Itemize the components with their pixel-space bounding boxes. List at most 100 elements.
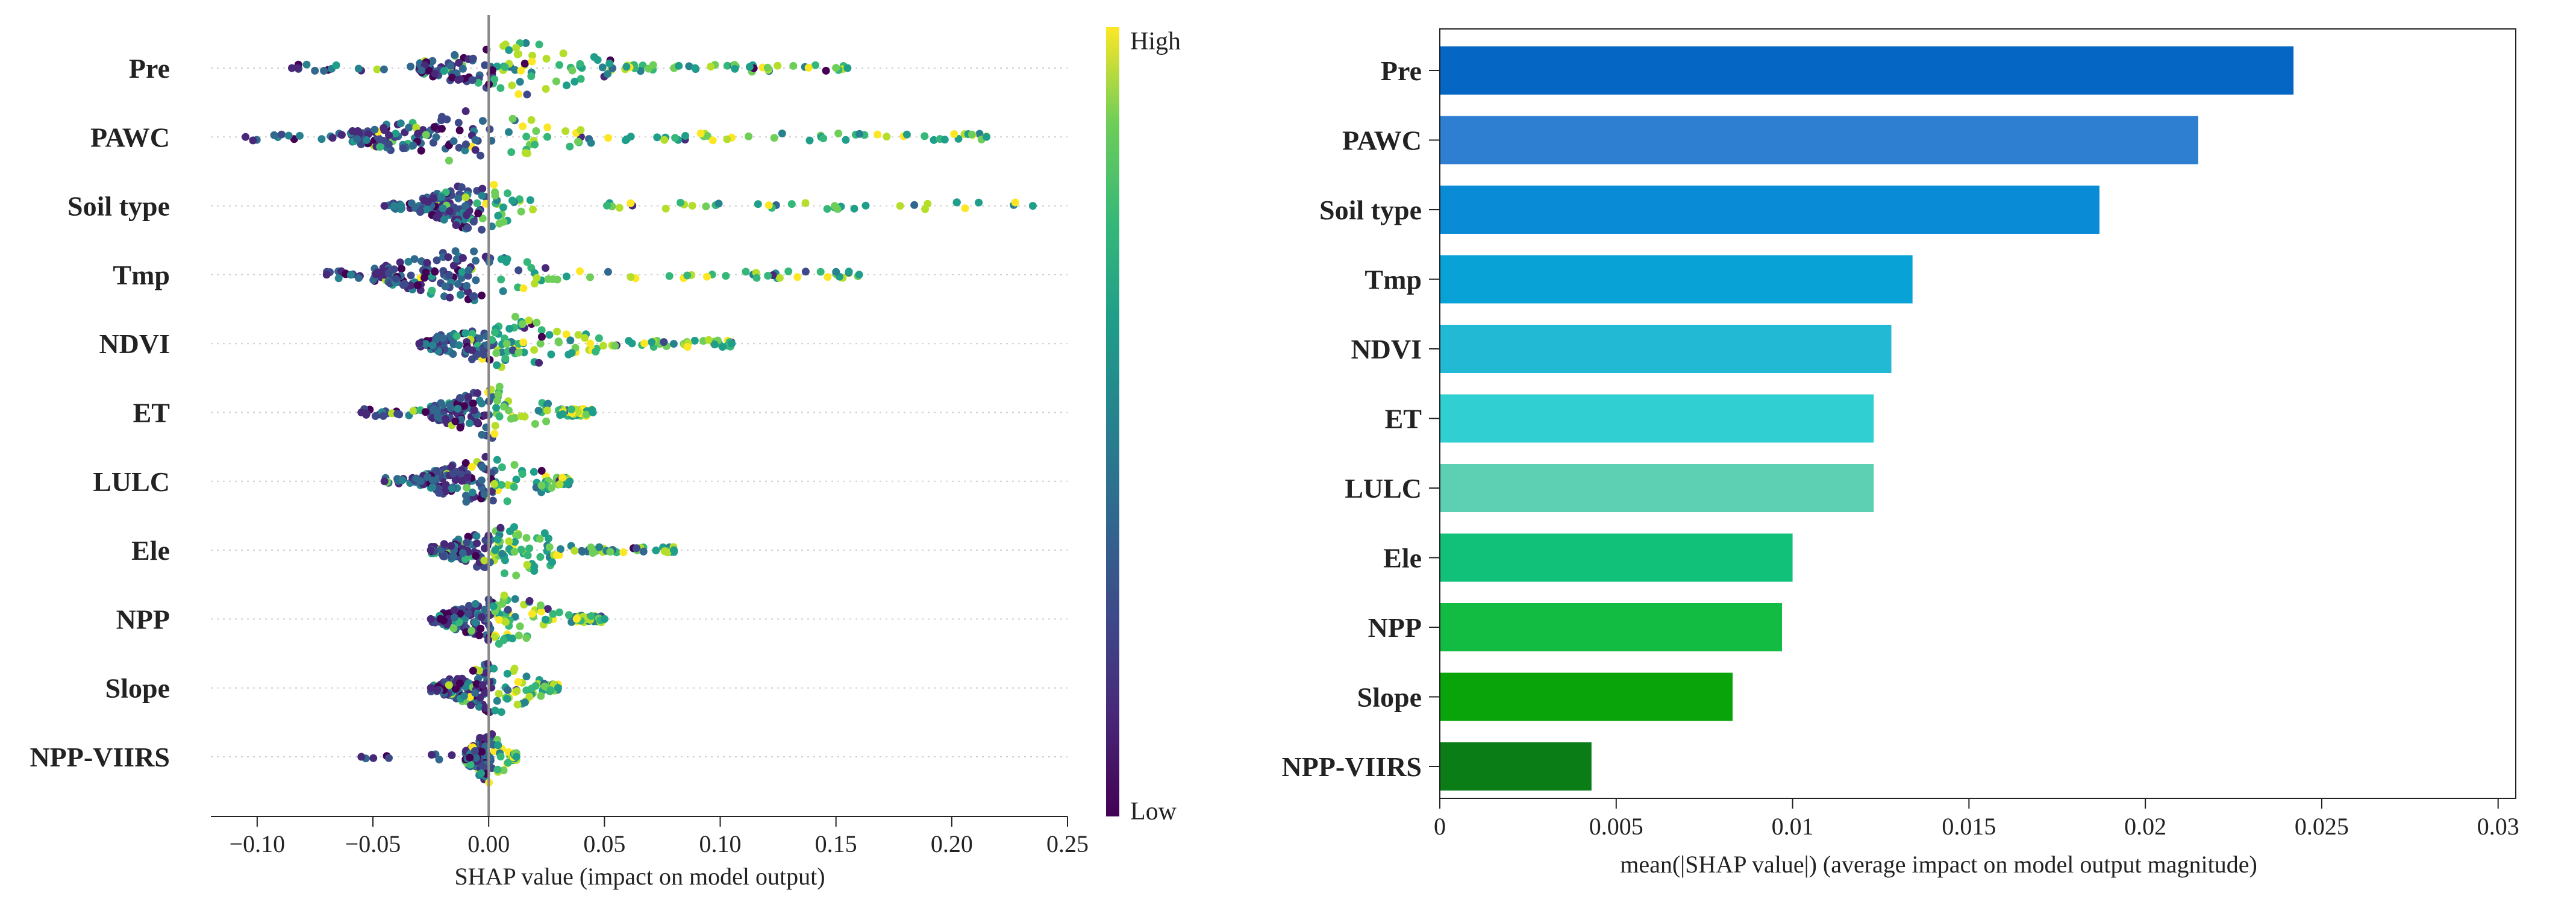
shap-point (504, 686, 512, 694)
shap-point (842, 136, 850, 144)
shap-point (510, 483, 518, 491)
shap-point (500, 569, 508, 577)
shap-point (754, 200, 762, 208)
shap-point (413, 281, 422, 289)
feature-label-pawc: PAWC (90, 122, 170, 152)
bar-ndvi (1440, 325, 1892, 373)
shap-point (703, 132, 711, 140)
shap-point (681, 132, 690, 140)
shap-point (983, 133, 990, 141)
shap-point (431, 268, 439, 276)
shap-point (399, 144, 407, 152)
shap-point (529, 205, 537, 214)
shap-point (975, 198, 983, 207)
shap-point (495, 383, 504, 391)
shap-point (683, 343, 692, 351)
shap-point (742, 268, 750, 276)
shap-point (463, 538, 471, 547)
shap-point (675, 61, 683, 70)
shap-point (465, 419, 474, 427)
shap-point (422, 340, 430, 348)
shap-point (604, 134, 613, 142)
shap-point (481, 606, 489, 614)
shap-point (372, 270, 380, 278)
shap-point (433, 256, 441, 265)
shap-point (473, 539, 481, 548)
shap-point (446, 61, 455, 70)
shap-point (466, 753, 474, 762)
shap-point (553, 327, 561, 336)
shap-point (714, 199, 723, 208)
shap-point (447, 542, 455, 550)
shap-point (450, 606, 458, 615)
shap-point (787, 200, 796, 208)
shap-point (354, 64, 363, 73)
shap-point (452, 255, 461, 263)
shap-point (514, 531, 522, 539)
beeswarm-row-pre (288, 39, 852, 99)
shap-point (552, 77, 560, 86)
shap-point (501, 63, 509, 71)
shap-point (464, 266, 473, 274)
shap-point (463, 281, 471, 290)
beeswarm-gridlines (211, 67, 1068, 757)
shap-point (696, 129, 705, 137)
shap-point (501, 618, 510, 626)
shap-point (728, 339, 736, 348)
shap-point (471, 600, 480, 608)
shap-point (462, 498, 470, 506)
bar-label-ele: Ele (1383, 543, 1422, 574)
shap-point (505, 128, 513, 136)
shap-point (519, 284, 528, 292)
shap-point (457, 274, 466, 283)
shap-point (500, 591, 508, 600)
shap-point (537, 692, 545, 700)
shap-point (491, 706, 499, 715)
shap-point (469, 666, 477, 675)
shap-point (834, 130, 843, 137)
shap-point (385, 131, 393, 139)
shap-point (472, 276, 480, 284)
x-tick-label: 0.00 (467, 830, 510, 857)
shap-point (478, 748, 486, 756)
shap-point (439, 552, 447, 560)
shap-point (640, 339, 649, 348)
shap-point (454, 194, 463, 202)
shap-point (586, 339, 595, 348)
bar-x-axis-title: mean(|SHAP value|) (average impact on mo… (1620, 851, 2257, 878)
shap-point (489, 496, 497, 505)
beeswarm-x-ticks: −0.10 −0.05 0.00 0.05 0.10 0.15 0.20 0.25 (230, 816, 1089, 857)
shap-point (474, 209, 483, 218)
shap-point (702, 202, 710, 210)
shap-point (499, 402, 508, 411)
shap-point (392, 275, 400, 283)
shap-point (523, 560, 531, 569)
shap-point (604, 70, 611, 78)
shap-point (380, 202, 389, 210)
shap-point (563, 81, 571, 90)
shap-point (600, 615, 608, 623)
shap-point (420, 196, 428, 204)
beeswarm-row-slope (427, 660, 562, 716)
shap-point (384, 140, 393, 148)
shap-point (669, 340, 678, 348)
shap-point (535, 40, 543, 49)
shap-point (357, 753, 366, 761)
shap-point (525, 597, 534, 605)
shap-point (437, 125, 446, 133)
bar-label-tmp: Tmp (1365, 265, 1422, 295)
shap-point (494, 390, 502, 399)
shap-point (462, 492, 470, 500)
shap-point (660, 338, 668, 346)
shap-point (511, 313, 519, 321)
shap-point (476, 734, 484, 742)
shap-point (745, 132, 753, 140)
shap-point (455, 143, 463, 152)
shap-point (416, 208, 424, 216)
shap-point (463, 483, 471, 492)
shap-point (436, 615, 445, 623)
shap-point (444, 253, 452, 262)
shap-point (284, 131, 293, 140)
shap-point (498, 463, 506, 471)
shap-point (513, 50, 522, 58)
